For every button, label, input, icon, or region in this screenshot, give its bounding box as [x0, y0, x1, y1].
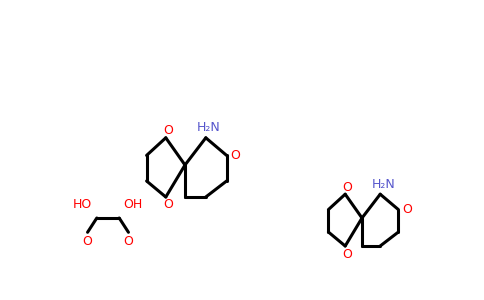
Text: O: O: [163, 199, 173, 212]
Text: O: O: [83, 235, 92, 248]
Text: O: O: [163, 124, 173, 137]
Text: O: O: [342, 181, 352, 194]
Text: O: O: [123, 235, 134, 248]
Text: H₂N: H₂N: [371, 178, 395, 191]
Text: O: O: [342, 248, 352, 260]
Text: H₂N: H₂N: [197, 121, 221, 134]
Text: OH: OH: [123, 197, 143, 211]
Text: HO: HO: [73, 197, 92, 211]
Text: O: O: [403, 203, 412, 216]
Text: O: O: [231, 149, 241, 162]
